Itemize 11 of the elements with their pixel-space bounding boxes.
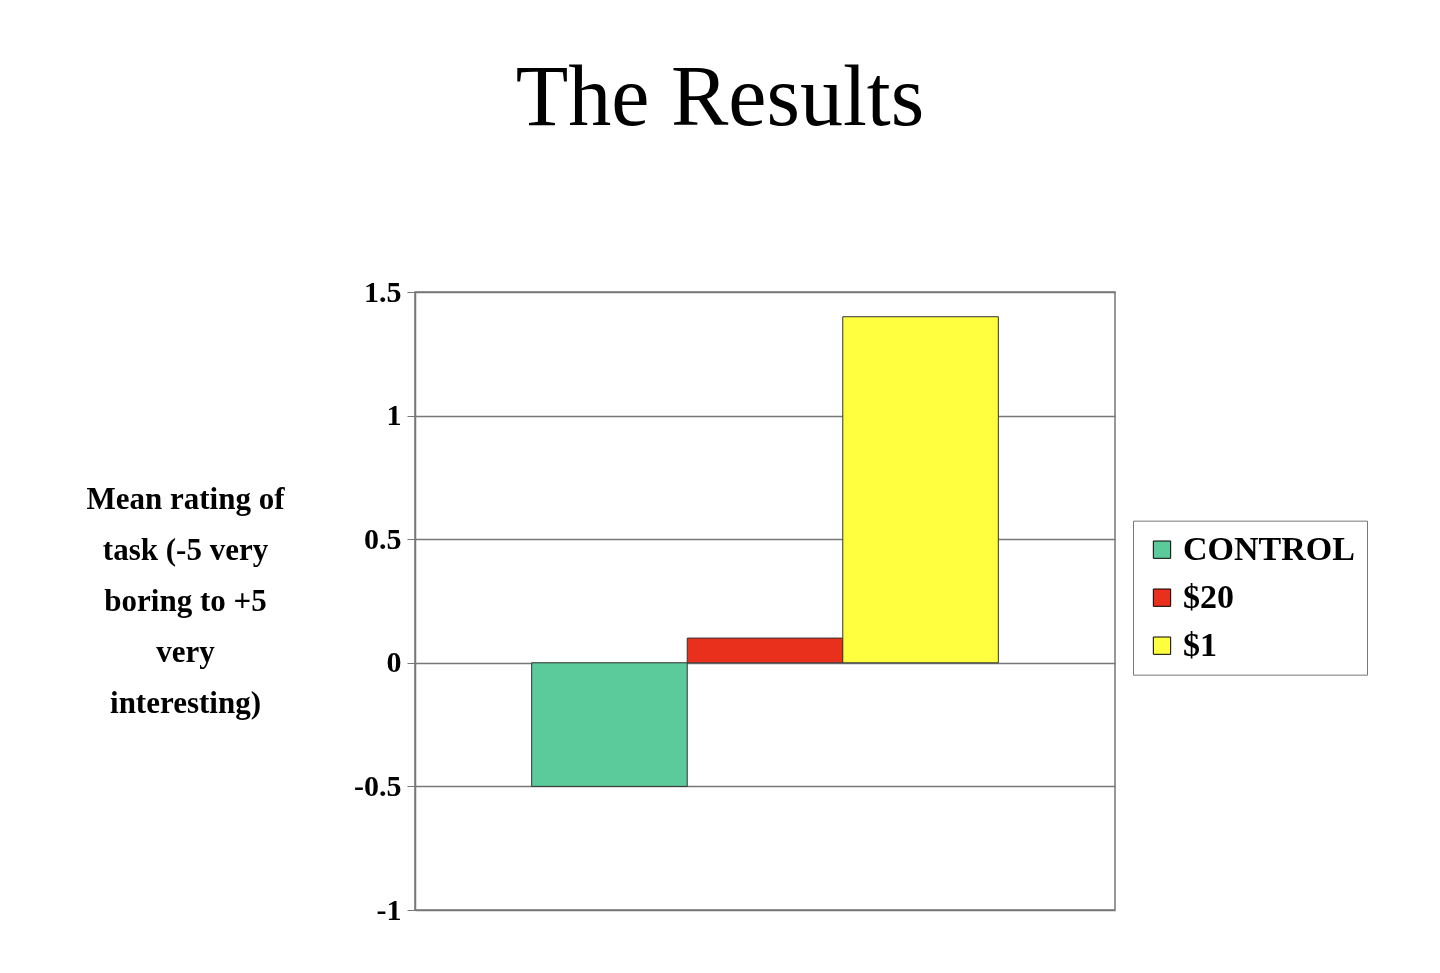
y-tick-label: -0.5 — [354, 768, 402, 802]
chart-title: The Results — [515, 48, 925, 144]
y-tick-label: 1 — [386, 398, 402, 432]
y-tick-label: -1 — [376, 892, 402, 926]
legend-label: CONTROL — [1183, 529, 1355, 567]
y-tick-label: 0 — [386, 645, 402, 679]
legend-label: $1 — [1183, 625, 1217, 663]
y-tick-label: 0.5 — [364, 521, 402, 555]
y-tick-label: 1.5 — [364, 274, 402, 308]
y-axis-title: Mean rating of task (-5 very boring to +5 very interesting) — [86, 480, 286, 720]
legend-label: $20 — [1183, 577, 1234, 615]
